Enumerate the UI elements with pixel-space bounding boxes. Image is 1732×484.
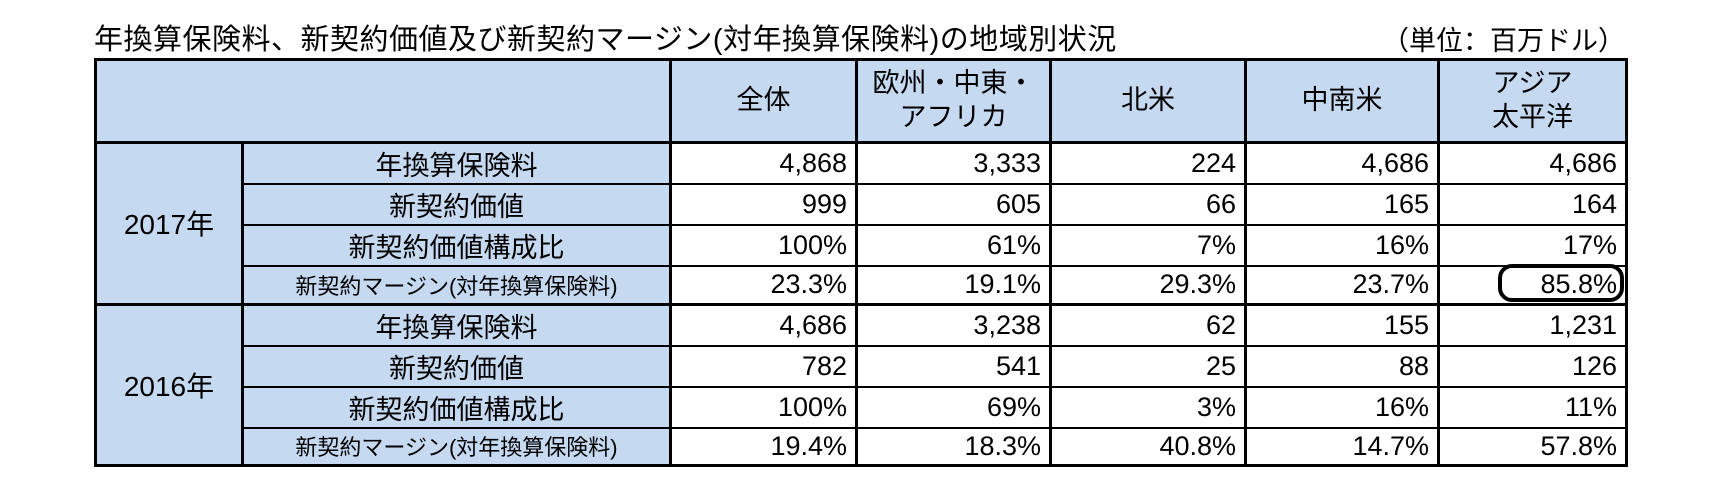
value-cell: 155 xyxy=(1244,302,1440,347)
value-cell: 3,333 xyxy=(855,141,1052,185)
title-row: 年換算保険料、新契約価値及び新契約マージン(対年換算保険料)の地域別状況 （単位… xyxy=(94,16,1625,58)
table-row: 新契約価値 999 605 66 165 164 xyxy=(96,183,1628,226)
value-cell: 4,686 xyxy=(1437,141,1628,185)
table-row: 2016年 年換算保険料 4,686 3,238 62 155 1,231 xyxy=(94,302,1628,467)
value-cell: 57.8% xyxy=(1437,426,1628,467)
value-cell-highlighted: 85.8% xyxy=(1437,264,1628,305)
value-cell: 18.3% xyxy=(855,426,1052,467)
table-row: 新契約価値構成比 100% 69% 3% 16% 11% xyxy=(96,385,1628,429)
value-cell: 165 xyxy=(1244,183,1440,226)
value-cell: 782 xyxy=(669,344,858,388)
value-cell: 62 xyxy=(1049,302,1247,347)
value-cell: 11% xyxy=(1437,385,1628,429)
value-cell: 23.3% xyxy=(669,265,858,305)
row-label-nbv-composition: 新契約価値構成比 xyxy=(241,385,672,429)
value-cell: 4,686 xyxy=(669,302,858,347)
table-row: 2017年 年換算保険料 4,868 3,333 224 4,686 4,686 xyxy=(94,141,1628,305)
year-cell-2016: 2016年 xyxy=(94,302,244,467)
col-header-total: 全体 xyxy=(669,58,858,144)
col-header-latin-america: 中南米 xyxy=(1244,58,1440,144)
row-label-new-business-margin: 新契約マージン(対年換算保険料) xyxy=(241,426,672,467)
col-header-emea: 欧州・中東・ アフリカ xyxy=(855,58,1052,144)
value-cell: 3% xyxy=(1049,385,1247,429)
value-cell: 40.8% xyxy=(1049,426,1247,467)
value-cell: 25 xyxy=(1049,344,1247,388)
value-cell: 100% xyxy=(669,224,858,267)
header-row: 全体 欧州・中東・ アフリカ 北米 中南米 アジア 太平洋 xyxy=(94,58,1628,144)
year-cell-2017: 2017年 xyxy=(94,141,244,305)
regional-data-table: 全体 欧州・中東・ アフリカ 北米 中南米 アジア 太平洋 2017年 年換算保… xyxy=(94,58,1628,467)
table-row: 新契約マージン(対年換算保険料) 19.4% 18.3% 40.8% 14.7%… xyxy=(96,426,1628,467)
value-cell: 19.1% xyxy=(855,265,1052,305)
value-cell: 19.4% xyxy=(669,426,858,467)
value-cell: 69% xyxy=(855,385,1052,429)
row-label-new-business-margin: 新契約マージン(対年換算保険料) xyxy=(241,265,672,305)
row-label-annualized-premium: 年換算保険料 xyxy=(241,302,672,347)
value-cell: 605 xyxy=(855,183,1052,226)
value-cell: 17% xyxy=(1437,224,1628,267)
value-cell: 88 xyxy=(1244,344,1440,388)
table-row: 新契約価値構成比 100% 61% 7% 16% 17% xyxy=(96,224,1628,267)
value-cell: 61% xyxy=(855,224,1052,267)
row-label-new-business-value: 新契約価値 xyxy=(241,183,672,226)
value-cell: 4,868 xyxy=(669,141,858,185)
row-label-new-business-value: 新契約価値 xyxy=(241,344,672,388)
value-cell: 23.7% xyxy=(1244,265,1440,305)
table-row: 新契約マージン(対年換算保険料) 23.3% 19.1% 29.3% 23.7%… xyxy=(96,264,1628,305)
value-cell: 16% xyxy=(1244,385,1440,429)
value-cell: 3,238 xyxy=(855,302,1052,347)
col-header-north-america: 北米 xyxy=(1049,58,1247,144)
value-cell: 4,686 xyxy=(1244,141,1440,185)
value-cell: 16% xyxy=(1244,224,1440,267)
value-cell: 7% xyxy=(1049,224,1247,267)
corner-cell xyxy=(94,58,672,144)
row-label-nbv-composition: 新契約価値構成比 xyxy=(241,224,672,267)
value-cell: 100% xyxy=(669,385,858,429)
unit-label: （単位：百万ドル） xyxy=(1382,26,1625,56)
col-header-asia-pacific: アジア 太平洋 xyxy=(1437,58,1628,144)
table-title: 年換算保険料、新契約価値及び新契約マージン(対年換算保険料)の地域別状況 xyxy=(94,24,1117,56)
highlighted-value: 85.8% xyxy=(1540,269,1617,300)
value-cell: 224 xyxy=(1049,141,1247,185)
value-cell: 541 xyxy=(855,344,1052,388)
value-cell: 1,231 xyxy=(1437,302,1628,347)
value-cell: 29.3% xyxy=(1049,265,1247,305)
value-cell: 14.7% xyxy=(1244,426,1440,467)
row-label-annualized-premium: 年換算保険料 xyxy=(241,141,672,185)
value-cell: 126 xyxy=(1437,344,1628,388)
value-cell: 164 xyxy=(1437,183,1628,226)
value-cell: 999 xyxy=(669,183,858,226)
value-cell: 66 xyxy=(1049,183,1247,226)
table-row: 新契約価値 782 541 25 88 126 xyxy=(96,344,1628,388)
